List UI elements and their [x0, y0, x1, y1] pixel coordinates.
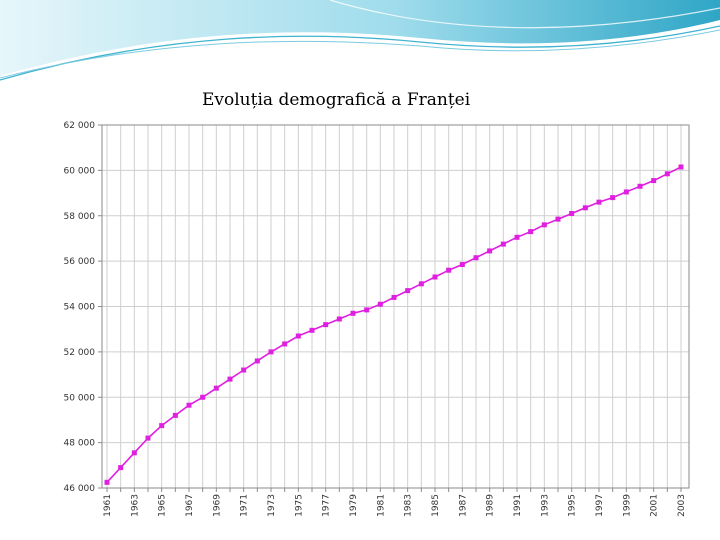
x-tick-label: 1973	[267, 494, 277, 517]
data-point	[200, 394, 206, 400]
data-point	[364, 307, 370, 313]
data-point	[555, 216, 561, 222]
x-tick-label: 1967	[185, 494, 195, 517]
data-point	[309, 327, 315, 333]
data-point	[459, 262, 465, 268]
data-point	[446, 267, 452, 273]
y-tick-label: 58 000	[64, 212, 96, 222]
data-point	[569, 210, 575, 216]
y-tick-label: 56 000	[64, 257, 96, 267]
data-point	[104, 479, 110, 485]
grid-lines	[102, 124, 689, 489]
y-tick-label: 54 000	[64, 303, 96, 313]
x-tick-label: 1965	[158, 494, 168, 517]
data-point	[241, 367, 247, 373]
x-tick-label: 1987	[458, 494, 468, 517]
data-point	[610, 195, 616, 201]
data-point	[432, 274, 438, 280]
data-point	[637, 183, 643, 189]
y-tick-label: 62 000	[64, 121, 96, 131]
header-wave-decoration	[0, 0, 720, 81]
x-tick-label: 1961	[103, 494, 113, 517]
x-tick-label: 1977	[322, 494, 332, 517]
y-tick-label: 48 000	[64, 439, 96, 449]
x-tick-label: 1975	[294, 494, 304, 517]
data-point	[213, 385, 219, 391]
data-point	[145, 435, 151, 441]
y-tick-label: 60 000	[64, 166, 96, 176]
data-point	[172, 412, 178, 418]
y-axis-ticks: 62 000 60 000 58 000 56 000 54 000 52 000 50 0…	[64, 121, 102, 494]
x-tick-label: 1979	[349, 494, 359, 517]
data-point	[268, 349, 274, 355]
data-point	[528, 229, 534, 235]
x-tick-label: 1995	[568, 494, 578, 517]
data-point	[541, 222, 547, 228]
x-tick-label: 1969	[212, 494, 222, 517]
x-tick-label: 1971	[240, 494, 250, 517]
data-point	[678, 164, 684, 170]
x-tick-label: 1993	[540, 494, 550, 517]
data-point	[418, 281, 424, 287]
series-markers	[104, 164, 684, 485]
data-point	[651, 178, 657, 184]
data-point	[131, 450, 137, 456]
data-point	[500, 241, 506, 247]
data-point	[227, 376, 233, 382]
data-point	[664, 171, 670, 177]
x-tick-label: 1997	[595, 494, 605, 517]
data-point	[514, 234, 520, 240]
x-tick-label: 1991	[513, 494, 523, 517]
data-point	[405, 288, 411, 294]
data-point	[186, 402, 192, 408]
x-tick-label: 1983	[404, 494, 414, 517]
data-point	[336, 316, 342, 322]
x-tick-label: 1989	[486, 494, 496, 517]
data-point	[487, 248, 493, 254]
data-point	[295, 333, 301, 339]
data-point	[377, 301, 383, 307]
data-point	[623, 189, 629, 195]
y-tick-label: 52 000	[64, 348, 96, 358]
data-point	[596, 199, 602, 205]
data-point	[350, 310, 356, 316]
data-point	[118, 465, 124, 471]
data-point	[473, 255, 479, 261]
data-point	[582, 205, 588, 211]
data-point	[282, 341, 288, 347]
data-point	[391, 294, 397, 300]
x-axis-ticks: 1961 1963 1965 1967 1969 1971 1973 1975 1977 1979…	[103, 488, 687, 517]
x-tick-label: 1963	[130, 494, 140, 517]
x-tick-label: 1999	[622, 494, 632, 517]
x-tick-label: 2003	[677, 494, 687, 517]
data-point	[159, 423, 165, 429]
data-point	[323, 322, 329, 328]
x-tick-label: 1985	[431, 494, 441, 517]
x-tick-label: 1981	[376, 494, 386, 517]
y-tick-label: 50 000	[64, 393, 96, 403]
y-tick-label: 46 000	[64, 484, 96, 494]
slide-title: Evoluția demografică a Franței	[202, 90, 471, 110]
data-point	[254, 358, 260, 364]
x-tick-label: 2001	[650, 494, 660, 517]
